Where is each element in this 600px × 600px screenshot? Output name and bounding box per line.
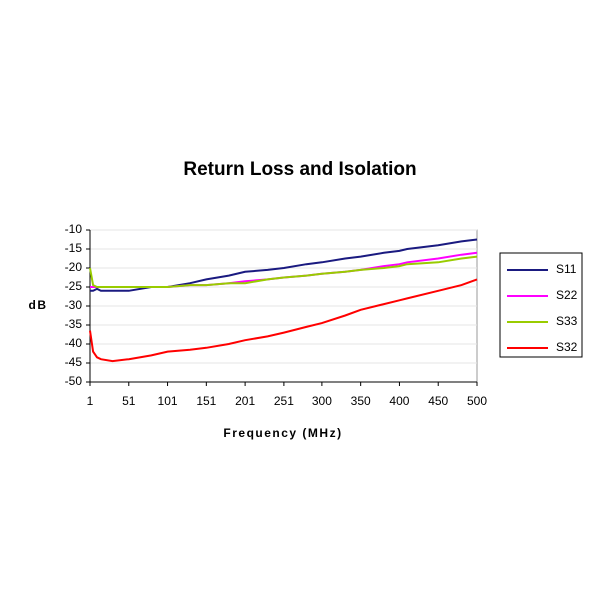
legend-label: S32: [556, 340, 578, 354]
y-tick-label: -45: [65, 355, 83, 369]
x-tick-label: 300: [312, 394, 332, 408]
x-tick-label: 101: [158, 394, 178, 408]
x-tick-label: 151: [196, 394, 216, 408]
series-line: [89, 278, 478, 363]
legend-label: S33: [556, 314, 578, 328]
y-tick-label: -20: [65, 260, 83, 274]
x-tick-label: 1: [87, 394, 94, 408]
x-tick-label: 450: [428, 394, 448, 408]
chart-title: Return Loss and Isolation: [183, 159, 416, 180]
x-tick-label: 51: [122, 394, 136, 408]
x-tick-label: 201: [235, 394, 255, 408]
y-tick-label: -50: [65, 374, 83, 388]
legend-label: S22: [556, 288, 578, 302]
y-tick-label: -15: [65, 241, 83, 255]
y-tick-label: -25: [65, 279, 83, 293]
legend-label: S11: [556, 262, 577, 276]
y-tick-label: -10: [65, 222, 83, 236]
x-tick-label: 400: [389, 394, 409, 408]
series-line: [89, 255, 478, 288]
x-tick-label: 251: [274, 394, 294, 408]
y-axis-title: dB: [29, 298, 48, 312]
x-tick-label: 350: [351, 394, 371, 408]
y-tick-label: -40: [65, 336, 83, 350]
x-tick-label: 500: [467, 394, 487, 408]
x-axis-title: Frequency (MHz): [223, 426, 342, 440]
series-line: [90, 238, 478, 292]
y-tick-label: -35: [65, 317, 83, 331]
y-tick-label: -30: [65, 298, 83, 312]
